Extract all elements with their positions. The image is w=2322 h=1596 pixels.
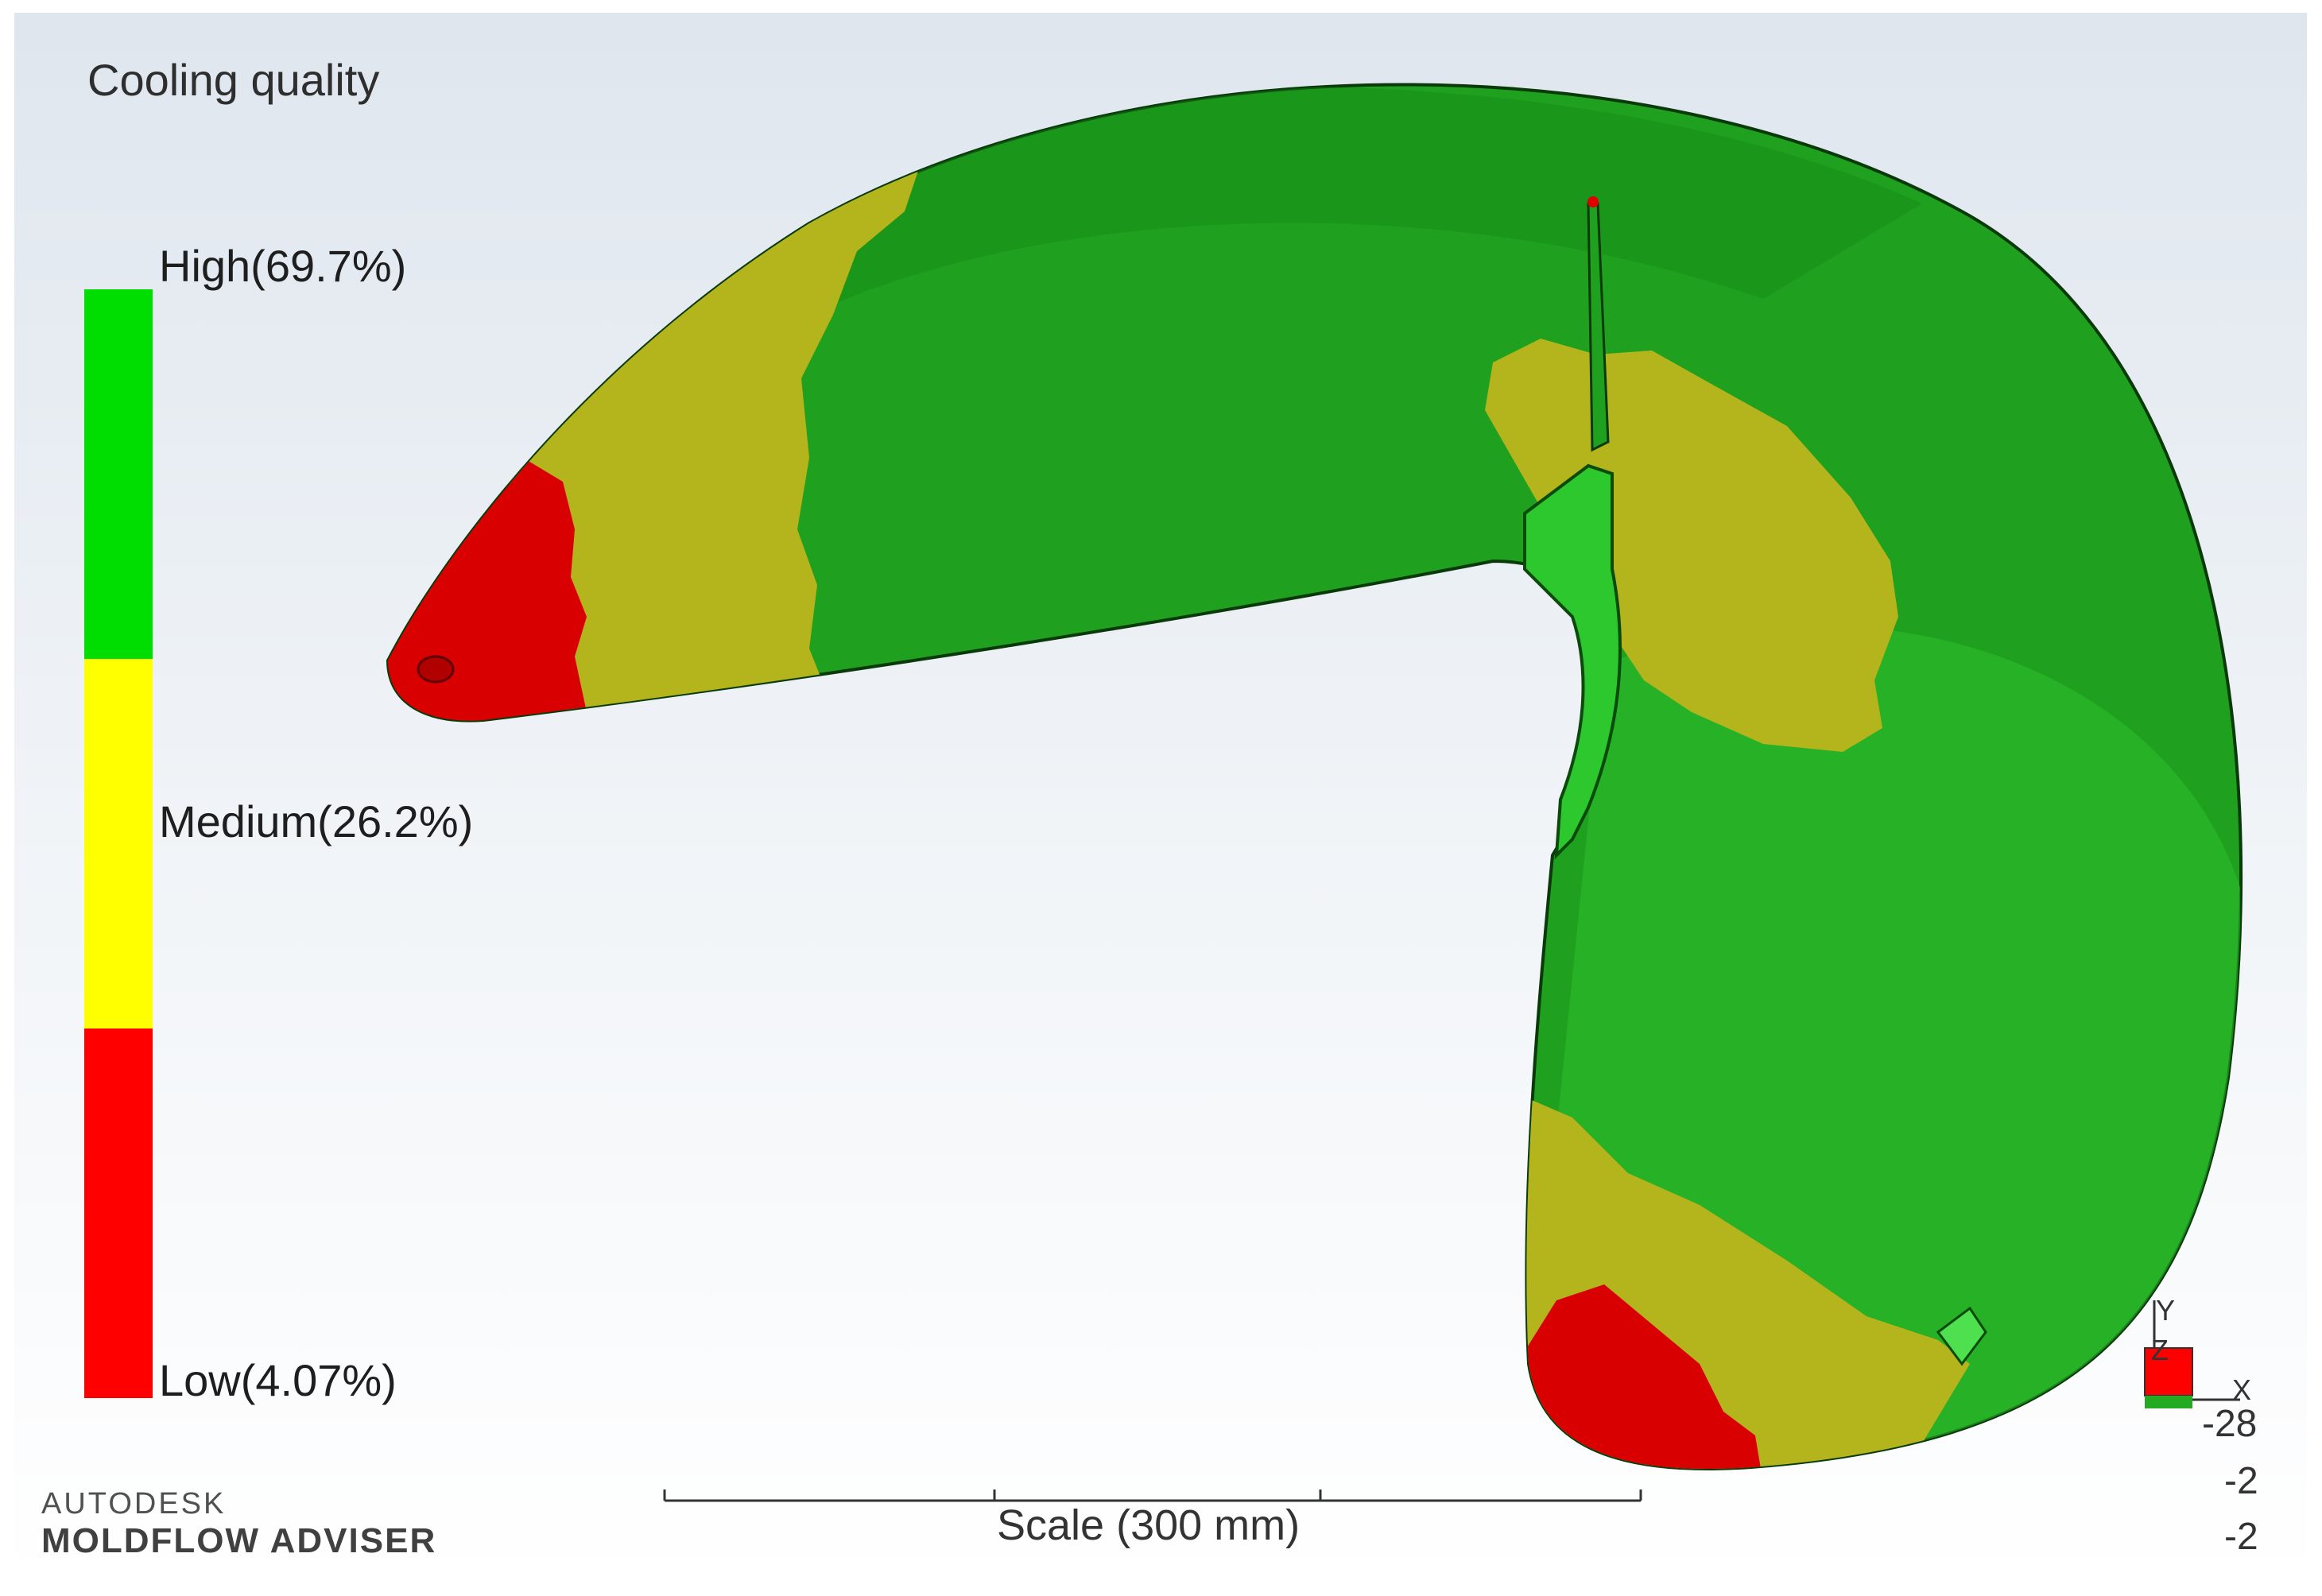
brand-company: AUTODESK: [41, 1487, 227, 1520]
legend-bar-medium: [84, 659, 153, 1028]
legend-label-low: Low(4.07%): [159, 1355, 397, 1405]
legend-title: Cooling quality: [87, 55, 380, 105]
coordinate-value-3: -2: [2224, 1516, 2258, 1558]
brand-product: MOLDFLOW ADVISER: [41, 1521, 437, 1560]
legend-label-medium: Medium(26.2%): [159, 796, 474, 846]
low-zone-lower: [1517, 1284, 1763, 1469]
axis-triad: [2144, 1300, 2240, 1408]
axis-y-label: Y: [2156, 1294, 2176, 1327]
medium-zone-center: [1485, 339, 1898, 752]
rib-feature: [1523, 463, 1622, 860]
legend-label-high: High(69.7%): [159, 241, 407, 291]
result-viewport[interactable]: Cooling quality High(69.7%) Medium(26.2%…: [14, 13, 2307, 1583]
coordinate-value-1: -28: [2202, 1403, 2258, 1445]
legend-bar-high: [84, 289, 153, 659]
coordinate-value-2: -2: [2224, 1460, 2258, 1502]
pin-tip: [1587, 196, 1599, 207]
small-boss-feature: [1936, 1306, 1987, 1366]
axis-z-label: Z: [2151, 1334, 2169, 1366]
hole-feature: [417, 655, 455, 684]
legend-bar-low: [84, 1028, 153, 1398]
medium-zone-left: [491, 140, 928, 728]
scale-bar: [663, 1489, 1642, 1502]
low-zone-left: [388, 458, 587, 736]
part-shading-dark: [809, 86, 1922, 315]
scale-label: Scale (300 mm): [997, 1501, 1301, 1549]
part-model-view[interactable]: [14, 13, 2307, 1583]
axis-x-label: X: [2232, 1373, 2252, 1406]
